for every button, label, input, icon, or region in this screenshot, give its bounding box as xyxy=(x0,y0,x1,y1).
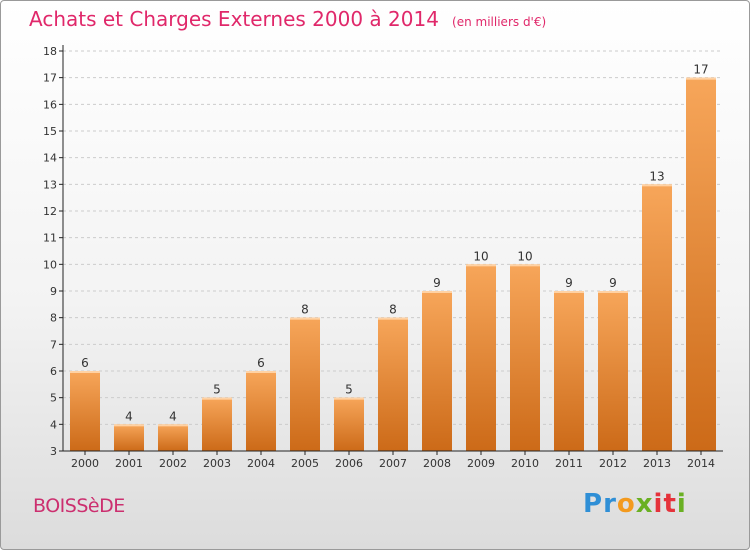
data-label: 6 xyxy=(257,356,265,370)
bar-2011 xyxy=(554,291,584,451)
data-label: 6 xyxy=(81,356,89,370)
data-label: 10 xyxy=(473,249,488,263)
bar-highlight xyxy=(686,77,716,80)
brand-letter: t xyxy=(663,489,677,519)
x-tick-label: 2000 xyxy=(71,457,99,470)
bar-2000 xyxy=(70,371,100,451)
y-tick-label: 17 xyxy=(43,72,57,85)
data-label: 10 xyxy=(517,249,532,263)
data-label: 9 xyxy=(433,276,441,290)
x-tick-label: 2010 xyxy=(511,457,539,470)
bar-highlight xyxy=(466,264,496,267)
bar-highlight xyxy=(598,291,628,293)
x-tick-label: 2002 xyxy=(159,457,187,470)
data-label: 4 xyxy=(169,409,177,423)
bar-2002 xyxy=(158,424,188,451)
y-tick-label: 18 xyxy=(43,45,57,58)
data-label: 8 xyxy=(389,303,397,317)
bar-2010 xyxy=(510,264,540,451)
bar-highlight xyxy=(334,397,364,400)
y-tick-label: 7 xyxy=(50,338,57,351)
x-tick-label: 2004 xyxy=(247,457,275,470)
y-tick-label: 6 xyxy=(50,365,57,378)
y-tick-label: 15 xyxy=(43,125,57,138)
brand-logo: Proxiti xyxy=(583,489,687,519)
bar-2005 xyxy=(290,317,320,451)
bar-2003 xyxy=(202,397,232,451)
bar-2001 xyxy=(114,424,144,451)
bar-2014 xyxy=(686,77,716,452)
bar-highlight xyxy=(642,184,672,187)
y-tick-label: 13 xyxy=(43,178,57,191)
axes: 3 4 5 6 7 8 9 10 11 12 13 14 15 16 17 18 2000 2001 2002 200… xyxy=(43,45,723,470)
bar-2009 xyxy=(466,264,496,451)
data-label: 5 xyxy=(213,383,221,397)
x-tick-label: 2003 xyxy=(203,457,231,470)
y-tick-label: 12 xyxy=(43,205,57,218)
title-block: Achats et Charges Externes 2000 à 2014 (… xyxy=(29,7,546,31)
y-tick-label: 10 xyxy=(43,258,57,271)
x-tick-label: 2005 xyxy=(291,457,319,470)
bar-highlight xyxy=(114,424,144,427)
brand-letter: P xyxy=(583,489,604,519)
y-tick-label: 16 xyxy=(43,98,57,111)
bar-2007 xyxy=(378,317,408,451)
x-tick-label: 2001 xyxy=(115,457,143,470)
chart-unit-note: (en milliers d'€) xyxy=(452,15,547,29)
bar-2004 xyxy=(246,371,276,451)
bar-2006 xyxy=(334,397,364,451)
bar-highlight xyxy=(70,371,100,373)
bar-2013 xyxy=(642,184,672,452)
data-label: 9 xyxy=(565,276,573,290)
bar-highlight xyxy=(246,371,276,373)
data-label: 8 xyxy=(301,303,309,317)
commune-name: BOISSèDE xyxy=(33,495,125,517)
x-tick-label: 2011 xyxy=(555,457,583,470)
x-tick-label: 2013 xyxy=(643,457,671,470)
y-tick-label: 9 xyxy=(50,285,57,298)
bar-highlight xyxy=(554,291,584,293)
data-label: 17 xyxy=(693,63,708,77)
data-label: 5 xyxy=(345,383,353,397)
brand-letter: o xyxy=(616,489,636,519)
brand-letter: x xyxy=(635,489,654,519)
y-tick-label: 8 xyxy=(50,312,57,325)
bar-highlight xyxy=(202,397,232,400)
brand-letter: r xyxy=(603,489,617,519)
data-label: 13 xyxy=(649,169,664,183)
x-tick-label: 2008 xyxy=(423,457,451,470)
bar-2008 xyxy=(422,291,452,451)
y-tick-label: 5 xyxy=(50,392,57,405)
bar-highlight xyxy=(422,291,452,293)
x-tick-label: 2009 xyxy=(467,457,495,470)
x-tick-label: 2006 xyxy=(335,457,363,470)
x-tick-label: 2007 xyxy=(379,457,407,470)
bars: 6 4 4 5 6 8 5 8 9 10 10 9 9 13 17 xyxy=(70,63,716,452)
y-tick-label: 3 xyxy=(50,445,57,458)
x-tick-label: 2014 xyxy=(687,457,715,470)
y-tick-label: 4 xyxy=(50,418,57,431)
brand-letter: i xyxy=(676,489,687,519)
bar-highlight xyxy=(378,317,408,320)
data-label: 4 xyxy=(125,409,133,423)
x-tick-label: 2012 xyxy=(599,457,627,470)
data-label: 9 xyxy=(609,276,617,290)
bar-highlight xyxy=(510,264,540,267)
y-tick-label: 14 xyxy=(43,152,57,165)
y-tick-label: 11 xyxy=(43,232,57,245)
brand-letter: i xyxy=(653,489,664,519)
chart-title: Achats et Charges Externes 2000 à 2014 xyxy=(29,7,439,31)
bar-highlight xyxy=(290,317,320,320)
bar-2012 xyxy=(598,291,628,451)
bar-highlight xyxy=(158,424,188,427)
